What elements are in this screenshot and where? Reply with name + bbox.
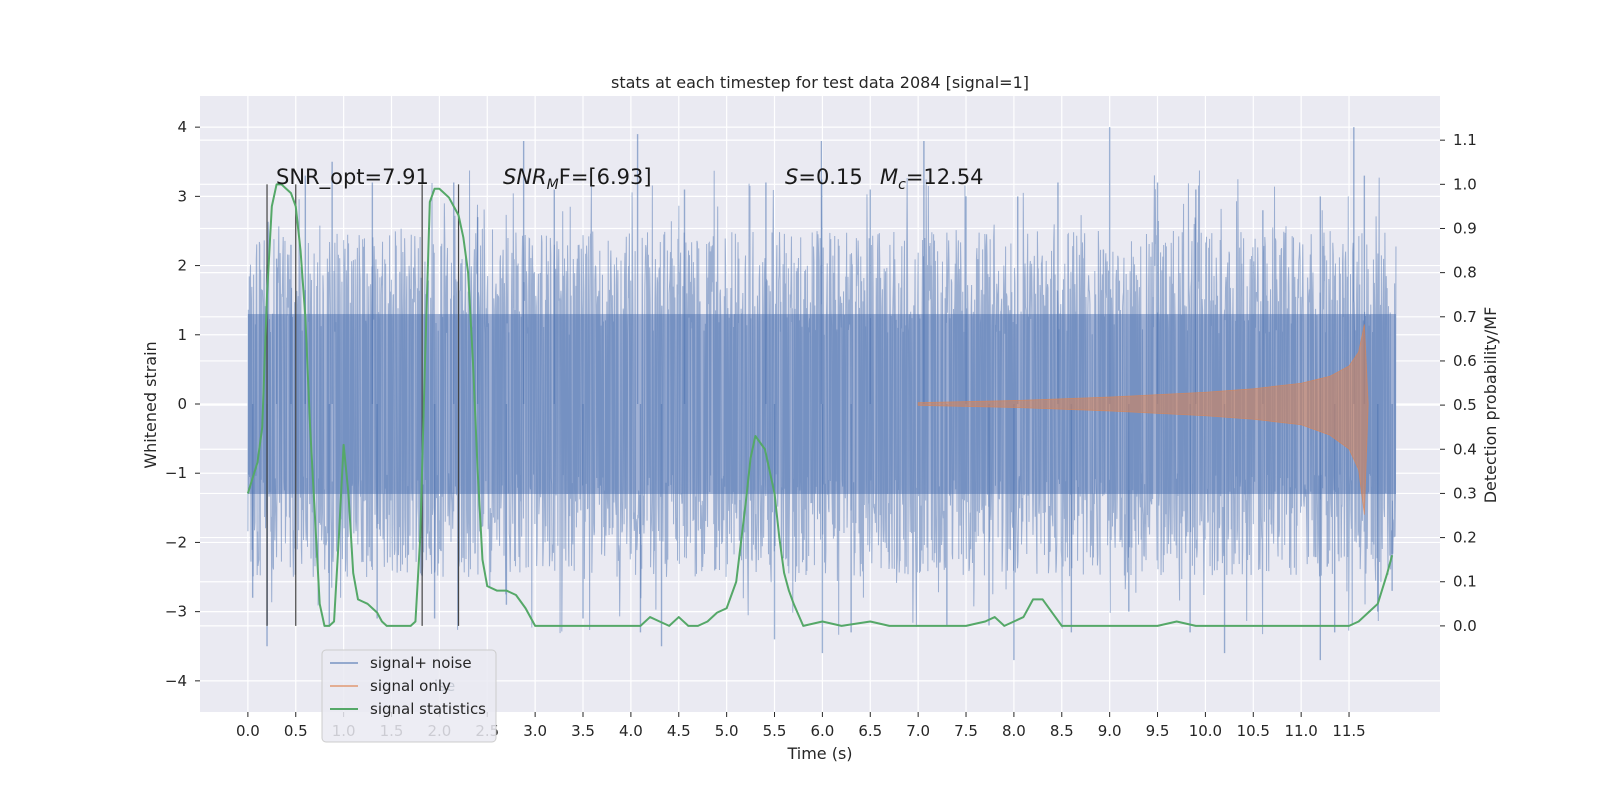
y-tick-label: 1 (177, 326, 187, 344)
y-right-tick-label: 0.1 (1453, 573, 1477, 591)
y-tick-label: −2 (165, 533, 187, 551)
signal-only-series (917, 324, 1369, 515)
y-right-tick-label: 1.0 (1453, 175, 1477, 193)
x-tick-label: 8.5 (1050, 722, 1074, 740)
y-right-tick-label: 0.6 (1453, 352, 1477, 370)
y-tick-label: 2 (177, 257, 187, 275)
x-tick-label: 7.5 (954, 722, 978, 740)
signal-statistics-series (246, 183, 1394, 627)
x-tick-label: 10.5 (1237, 722, 1270, 740)
x-tick-label: 11.5 (1332, 722, 1365, 740)
y-right-tick-label: 0.5 (1453, 396, 1477, 414)
y-tick-label: −4 (165, 672, 187, 690)
x-tick-label: 5.0 (715, 722, 739, 740)
x-tick-label: 6.0 (810, 722, 834, 740)
y-right-tick-label: 0.3 (1453, 484, 1477, 502)
y-right-tick-label: 0.9 (1453, 219, 1477, 237)
annotation-mc: Mc=12.54 (880, 165, 984, 193)
x-tick-label: 5.5 (763, 722, 787, 740)
x-tick-label: 10.0 (1189, 722, 1222, 740)
x-axis-label: Time (s) (786, 744, 852, 763)
y-right-tick-label: 0.2 (1453, 529, 1477, 547)
x-tick-label: 3.0 (523, 722, 547, 740)
y-tick-label: 0 (177, 395, 187, 413)
legend-label-signal-noise: signal+ noise (370, 654, 472, 672)
x-tick-label: 0.5 (284, 722, 308, 740)
x-tick-label: 11.0 (1284, 722, 1317, 740)
x-tick-label: 7.0 (906, 722, 930, 740)
chart-title: stats at each timestep for test data 208… (611, 73, 1029, 92)
y-right-tick-label: 1.1 (1453, 131, 1477, 149)
x-tick-label: 9.0 (1098, 722, 1122, 740)
legend-ghost-text: ise (434, 677, 455, 695)
annotation-s: S=0.15 (785, 165, 863, 189)
annotation-snr-mf: SNRMF=[6.93] (503, 165, 652, 193)
signal-statistics-line (246, 183, 1394, 627)
annotation-mc-label: M (880, 165, 898, 189)
x-tick-label: 6.5 (858, 722, 882, 740)
annotation-s-label: S (785, 165, 798, 189)
annotation-s-value: =0.15 (798, 165, 862, 189)
y-axis-label: Whitened strain (141, 341, 160, 468)
y-tick-label: 4 (177, 118, 187, 136)
signal-only-envelope (917, 324, 1369, 515)
x-tick-label: 8.0 (1002, 722, 1026, 740)
x-tick-label: 0.0 (236, 722, 260, 740)
x-tick-label: 4.0 (619, 722, 643, 740)
y-right-tick-label: 0.7 (1453, 308, 1477, 326)
y-tick-label: −1 (165, 464, 187, 482)
y-right-tick-label: 0.0 (1453, 617, 1477, 635)
legend: ise signal+ noise signal only signal sta… (321, 649, 497, 743)
legend-label-signal-only: signal only (370, 677, 451, 695)
y-tick-label: 3 (177, 187, 187, 205)
y-right-tick-label: 0.8 (1453, 264, 1477, 282)
x-tick-label: 3.5 (571, 722, 595, 740)
y-tick-label: −3 (165, 603, 187, 621)
annotation-mc-value: =12.54 (906, 165, 984, 189)
annotation-snr-mf-main: SNR (503, 165, 547, 189)
annotation-mc-sub: c (898, 177, 906, 193)
x-tick-label: 4.5 (667, 722, 691, 740)
vertical-markers (266, 184, 460, 626)
y-right-tick-label: 0.4 (1453, 440, 1477, 458)
annotation-snr-mf-sub: M (547, 177, 559, 193)
annotation-snr-mf-rest: F=[6.93] (559, 165, 652, 189)
y-axis-right-label: Detection probability/MF (1481, 307, 1500, 504)
x-tick-label: 9.5 (1146, 722, 1170, 740)
legend-box (321, 649, 497, 743)
annotation-snr-opt: SNR_opt=7.91 (276, 165, 429, 190)
legend-label-signal-statistics: signal statistics (370, 700, 486, 718)
